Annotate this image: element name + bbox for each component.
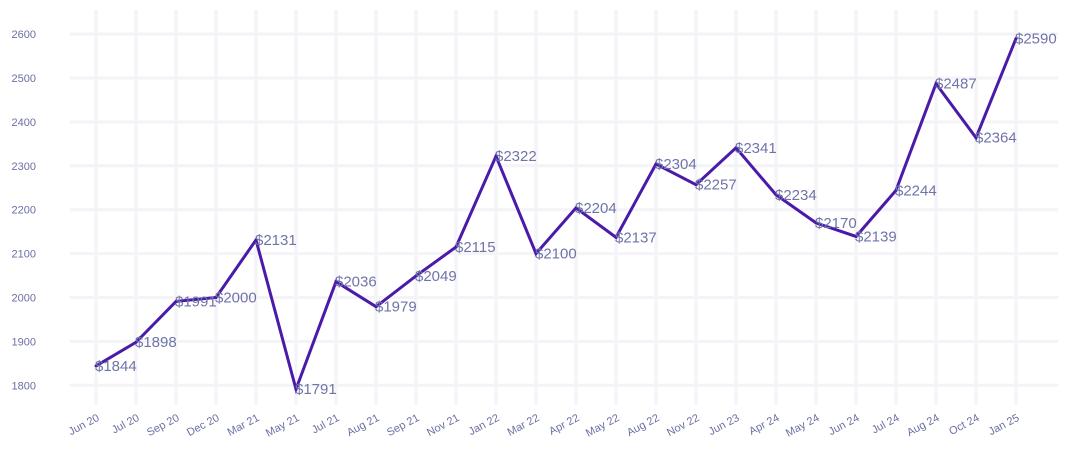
data-point: [94, 364, 98, 368]
y-tick-label: 2200: [12, 205, 36, 217]
series-layer: [94, 37, 1018, 395]
x-tick-label: May 22: [584, 412, 621, 440]
data-label: $2204: [575, 200, 617, 217]
x-tick-label: Jun 20: [67, 412, 102, 438]
data-label: $1898: [135, 334, 177, 351]
data-label: $2115: [455, 239, 496, 256]
data-label: $2139: [855, 228, 897, 245]
x-tick-label: Apr 24: [747, 412, 781, 438]
data-label: $2257: [695, 177, 737, 194]
data-label: $1991: [175, 293, 217, 310]
data-point: [294, 387, 298, 391]
data-label: $2100: [535, 246, 577, 263]
data-point: [414, 274, 418, 278]
data-label: $2364: [975, 130, 1017, 147]
data-point: [1014, 37, 1018, 41]
data-label: $2000: [215, 289, 257, 306]
x-tick-label: Nov 22: [665, 412, 701, 439]
x-tick-label: Mar 21: [226, 412, 262, 439]
y-tick-label: 2300: [12, 161, 36, 173]
y-axis: 1800 1900 2000 2100 2200 2300 2400 2500 2600: [12, 29, 36, 392]
x-tick-label: Aug 21: [345, 412, 381, 439]
x-tick-label: Aug 22: [625, 412, 661, 439]
y-tick-label: 2100: [12, 249, 36, 261]
y-tick-label: 2600: [12, 29, 36, 41]
data-point: [134, 340, 138, 344]
data-point: [534, 252, 538, 256]
x-tick-label: Sep 21: [385, 412, 421, 439]
data-point: [334, 280, 338, 284]
x-tick-label: Aug 24: [905, 412, 941, 439]
horizontal-gridlines: [70, 32, 1058, 387]
x-tick-label: Jul 24: [870, 412, 902, 436]
data-point: [254, 238, 258, 242]
data-label: $2487: [935, 76, 977, 93]
x-axis: Jun 20 Jul 20 Sep 20 Dec 20 Mar 21 May 21 Jul …: [67, 412, 1022, 440]
data-label: $2170: [815, 215, 857, 232]
data-point: [574, 206, 578, 210]
y-tick-label: 1900: [12, 336, 36, 348]
data-point: [174, 299, 178, 303]
x-tick-label: Sep 20: [145, 412, 181, 439]
data-label: $1844: [95, 358, 137, 375]
data-point: [934, 82, 938, 86]
data-point: [894, 188, 898, 192]
data-point: [494, 154, 498, 158]
x-tick-label: Jul 20: [110, 412, 142, 436]
data-point: [374, 305, 378, 309]
x-tick-label: Oct 24: [947, 412, 981, 438]
data-point: [734, 146, 738, 150]
data-label: $2131: [255, 232, 297, 249]
data-label: $2341: [735, 140, 777, 157]
data-label: $2244: [895, 182, 937, 199]
y-tick-label: 1800: [12, 380, 36, 392]
data-point: [814, 221, 818, 225]
y-tick-label: 2400: [12, 117, 36, 129]
x-tick-label: Jan 22: [467, 412, 502, 438]
data-label: $2049: [415, 268, 457, 285]
data-point: [854, 234, 858, 238]
data-point: [614, 235, 618, 239]
data-point: [454, 245, 458, 249]
x-tick-label: May 24: [784, 412, 821, 440]
x-tick-label: Jun 23: [707, 412, 742, 438]
y-tick-label: 2000: [12, 292, 36, 304]
data-label: $1791: [295, 381, 337, 398]
data-label: $2322: [495, 148, 537, 165]
x-tick-label: Dec 20: [185, 412, 221, 439]
data-label: $1979: [375, 299, 417, 316]
data-point: [214, 295, 218, 299]
x-tick-label: Jan 25: [987, 412, 1022, 438]
x-tick-label: Jun 24: [827, 412, 862, 438]
data-label: $2590: [1015, 31, 1057, 48]
x-tick-label: May 21: [264, 412, 301, 440]
data-labels: $1844 $1898 $1991$2000 $2131 $1791 $2036 $1979…: [95, 31, 1057, 399]
data-label: $2304: [655, 156, 697, 173]
data-label: $2036: [335, 274, 377, 291]
x-tick-label: Jul 21: [310, 412, 342, 436]
data-point: [654, 162, 658, 166]
series-line: [95, 37, 1018, 395]
x-tick-label: Nov 21: [425, 412, 461, 439]
data-point: [774, 193, 778, 197]
x-tick-label: Mar 22: [506, 412, 542, 439]
data-label: $2137: [615, 229, 657, 246]
data-label: $2234: [775, 187, 817, 204]
y-tick-label: 2500: [12, 73, 36, 85]
data-point: [974, 136, 978, 140]
data-point: [694, 183, 698, 187]
vertical-gridlines: [94, 10, 1018, 405]
x-tick-label: Apr 22: [547, 412, 581, 438]
